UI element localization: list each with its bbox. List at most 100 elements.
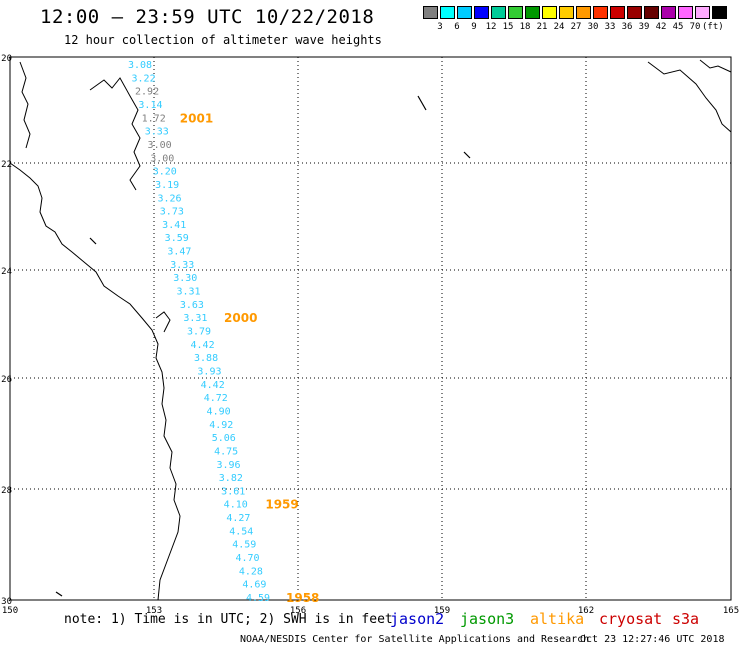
wave-height-value: 3.31	[183, 313, 207, 324]
wave-height-value: 2.92	[135, 87, 159, 98]
lon-label: 162	[578, 606, 594, 616]
legend-label: 9	[471, 22, 477, 32]
legend-label: 6	[454, 22, 460, 32]
lat-label: -22	[0, 160, 12, 170]
legend-swatch	[610, 6, 625, 19]
legend-swatch	[474, 6, 489, 19]
island	[89, 237, 97, 245]
wave-height-value: 3.61	[221, 486, 245, 497]
lon-label: 153	[146, 606, 162, 616]
legend-label: 70	[689, 22, 701, 32]
wave-height-value: 3.79	[187, 327, 211, 338]
footer-timestamp: Oct 23 12:27:46 UTC 2018	[580, 634, 725, 645]
legend-swatch	[491, 6, 506, 19]
legend-label: 36	[621, 22, 633, 32]
coastline	[19, 61, 31, 149]
wave-height-value: 4.69	[242, 580, 266, 591]
legend-unit: (ft)	[702, 22, 724, 32]
coastline	[155, 311, 171, 333]
wave-height-value: 3.47	[167, 247, 191, 258]
legend-label: 39	[638, 22, 650, 32]
wave-height-value: 3.96	[216, 460, 240, 471]
lat-label: -24	[0, 267, 12, 277]
satellite-jason2: jason2	[390, 610, 445, 628]
wave-height-value: 3.73	[160, 207, 184, 218]
wave-height-value: 3.14	[138, 100, 162, 111]
legend-swatch	[508, 6, 523, 19]
wave-height-value: 4.54	[229, 526, 253, 537]
legend-swatch	[423, 6, 438, 19]
lon-label: 159	[434, 606, 450, 616]
satellite-s3a: s3a	[672, 610, 700, 628]
satellite-altika: altika	[530, 610, 585, 628]
wave-height-value: 3.26	[157, 193, 181, 204]
legend-label: 18	[519, 22, 531, 32]
wave-height-value: 4.42	[201, 380, 225, 391]
legend-swatch	[695, 6, 710, 19]
island	[55, 591, 63, 597]
legend-swatch	[712, 6, 727, 19]
legend-swatch	[576, 6, 591, 19]
wave-height-value: 4.59	[246, 593, 270, 604]
lon-label: 156	[290, 606, 306, 616]
wave-height-value: 4.27	[226, 513, 250, 524]
wave-height-value: 4.28	[239, 566, 263, 577]
wave-height-value: 3.93	[197, 366, 221, 377]
lon-label: 150	[2, 606, 18, 616]
wave-height-value: 4.70	[235, 553, 259, 564]
wave-height-value: 4.92	[209, 420, 233, 431]
footer-credit: NOAA/NESDIS Center for Satellite Applica…	[240, 634, 590, 645]
lat-label: -20	[0, 54, 12, 64]
coastline	[647, 61, 732, 133]
time-marker: 1959	[265, 498, 298, 512]
wave-height-value: 5.06	[212, 433, 236, 444]
wave-height-value: 4.10	[224, 500, 248, 511]
time-marker: 2000	[224, 311, 257, 325]
legend-label: 30	[587, 22, 599, 32]
coastline	[699, 59, 732, 73]
legend-label: 21	[536, 22, 548, 32]
map-title: 12:00 – 23:59 UTC 10/22/2018	[40, 6, 375, 28]
wave-height-value: 3.33	[170, 260, 194, 271]
legend-swatch	[559, 6, 574, 19]
legend-swatch	[661, 6, 676, 19]
wave-height-value: 4.90	[207, 406, 231, 417]
legend-swatch	[678, 6, 693, 19]
legend-swatch	[457, 6, 472, 19]
wave-height-value: 4.42	[191, 340, 215, 351]
legend-label: 15	[502, 22, 514, 32]
legend-label: 12	[485, 22, 497, 32]
coastline	[89, 77, 141, 191]
legend-swatch	[644, 6, 659, 19]
wave-height-value: 4.75	[214, 446, 238, 457]
wave-height-value: 3.59	[165, 233, 189, 244]
island	[463, 151, 471, 159]
map-frame	[9, 56, 732, 601]
legend-label: 33	[604, 22, 616, 32]
legend-swatch	[525, 6, 540, 19]
wave-height-value: 3.82	[219, 473, 243, 484]
wave-height-value: 3.00	[148, 140, 172, 151]
wave-height-value: 3.88	[194, 353, 218, 364]
lat-label: -26	[0, 375, 12, 385]
wave-height-value: 3.20	[153, 167, 177, 178]
wave-height-value: 4.59	[232, 540, 256, 551]
wave-height-value: 3.30	[173, 273, 197, 284]
time-marker: 2001	[180, 111, 213, 125]
satellite-cryosat: cryosat	[599, 610, 663, 628]
wave-height-value: 3.41	[162, 220, 186, 231]
legend-label: 27	[570, 22, 582, 32]
wave-height-value: 3.33	[145, 127, 169, 138]
legend-label: 24	[553, 22, 565, 32]
satellite-jason3: jason3	[460, 610, 515, 628]
legend-swatch	[440, 6, 455, 19]
footer-note: note: 1) Time is in UTC; 2) SWH is in fe…	[64, 612, 393, 627]
legend-label: 3	[437, 22, 443, 32]
legend-swatch	[627, 6, 642, 19]
map-subtitle: 12 hour collection of altimeter wave hei…	[64, 33, 382, 47]
wave-height-value: 1.72	[142, 113, 166, 124]
island	[417, 95, 427, 111]
legend-swatch	[542, 6, 557, 19]
wave-height-value: 3.63	[180, 300, 204, 311]
lon-label: 165	[723, 606, 739, 616]
